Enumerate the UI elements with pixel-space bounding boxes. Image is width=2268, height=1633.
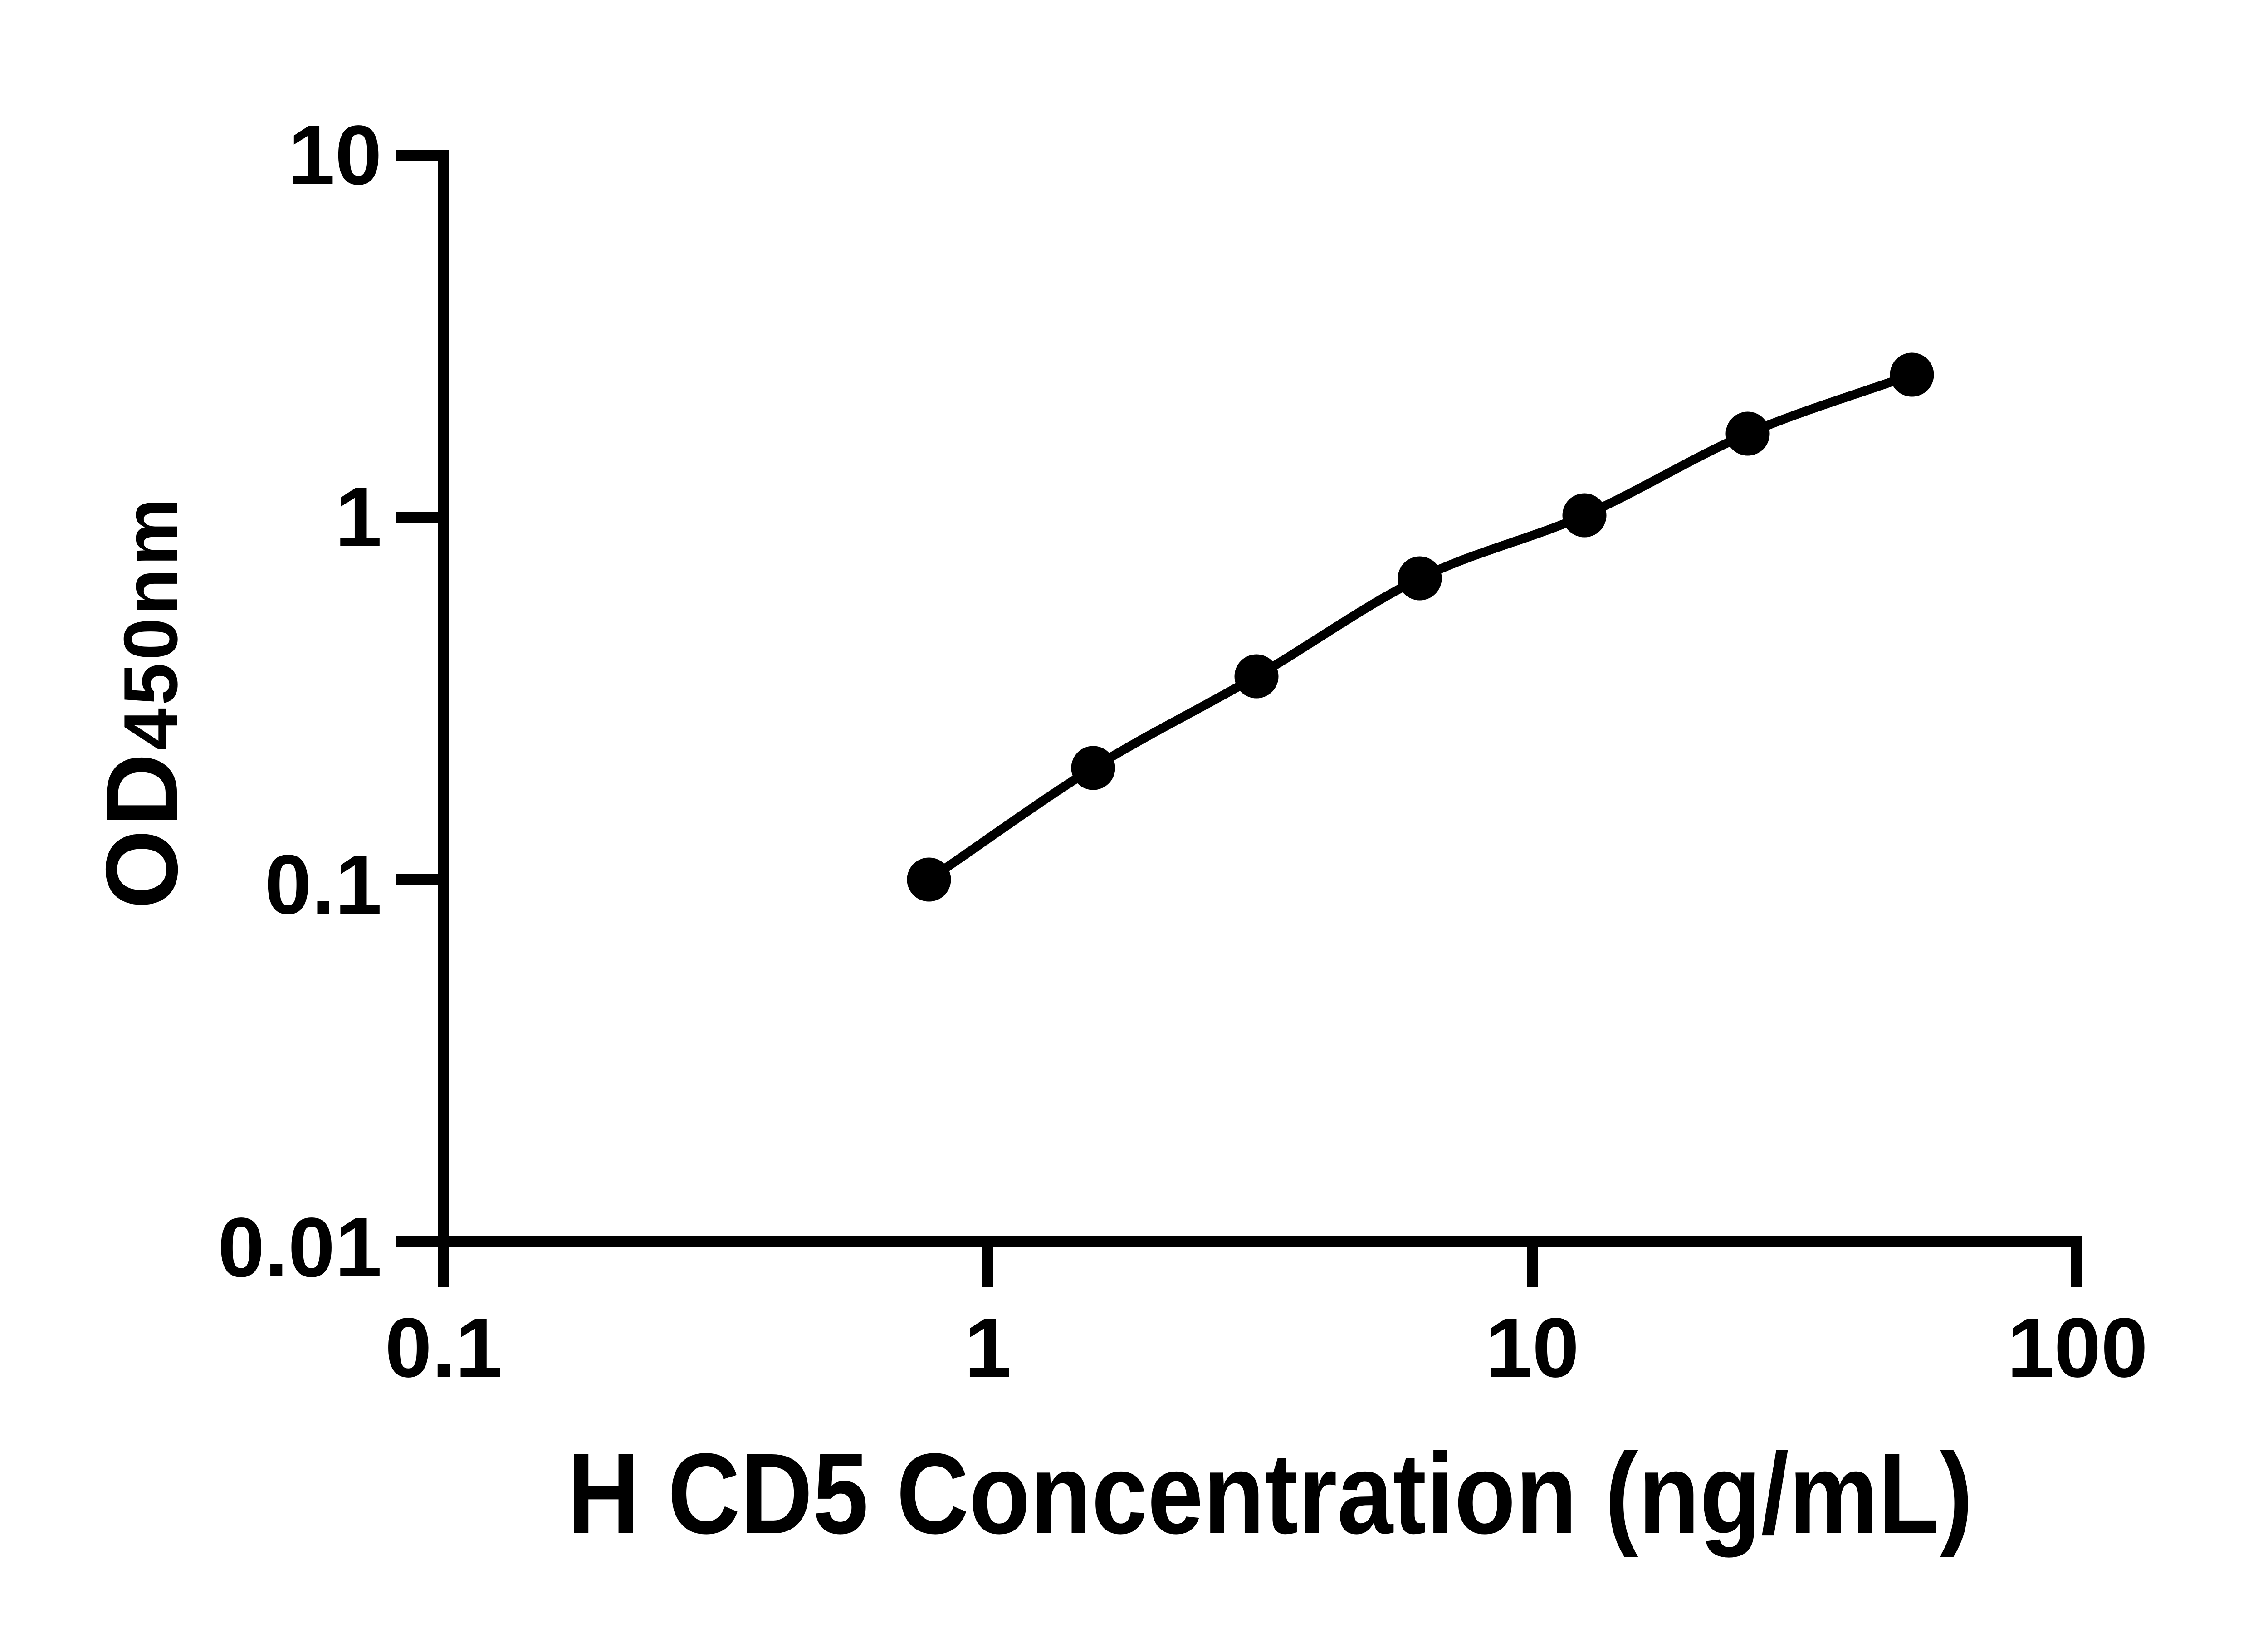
- svg-text:OD450nm: OD450nm: [84, 495, 199, 909]
- svg-text:0.1: 0.1: [264, 838, 382, 932]
- svg-text:0.1: 0.1: [385, 1301, 503, 1395]
- svg-text:10: 10: [1486, 1301, 1579, 1395]
- svg-text:1: 1: [964, 1301, 1011, 1395]
- svg-text:H CD5 Concentration (ng/mL): H CD5 Concentration (ng/mL): [567, 1430, 1973, 1558]
- svg-text:0.01: 0.01: [218, 1201, 382, 1295]
- svg-text:10: 10: [288, 108, 382, 202]
- svg-text:1: 1: [335, 470, 382, 564]
- svg-text:100: 100: [2007, 1301, 2148, 1395]
